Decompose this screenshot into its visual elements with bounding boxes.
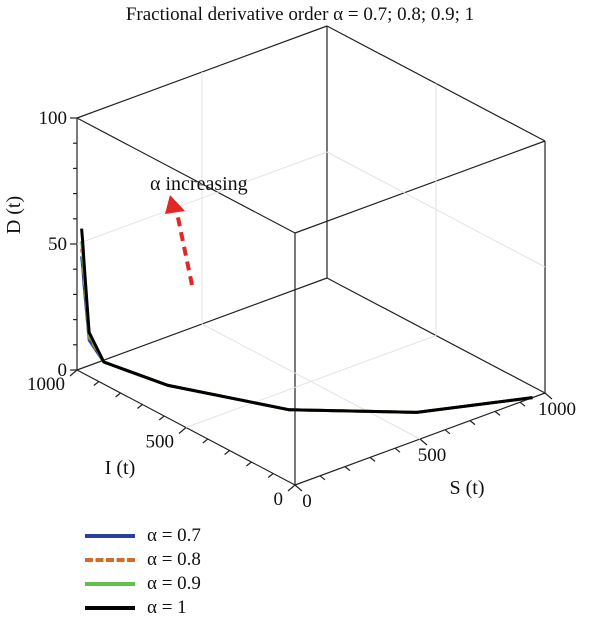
axis-box-edge	[294, 140, 546, 234]
y-minor-tick	[137, 404, 143, 409]
grid-line	[76, 151, 328, 245]
grid-lines	[76, 72, 546, 440]
legend-item: α = 0.9	[85, 572, 201, 596]
y-minor-tick	[224, 450, 230, 455]
x-minor-tick	[369, 456, 376, 462]
y-axis-label: I (t)	[105, 457, 136, 479]
grid-line	[185, 335, 437, 428]
z-axis-label: D (t)	[3, 196, 25, 234]
series-line	[80, 228, 533, 414]
x-tick-label: 1000	[538, 399, 576, 420]
y-tick-label: 1000	[27, 374, 65, 395]
legend-swatch	[85, 582, 135, 586]
x-minor-tick	[344, 466, 351, 472]
legend: α = 0.7 α = 0.8 α = 0.9 α = 1	[85, 524, 201, 620]
x-minor-tick	[494, 410, 501, 416]
x-minor-tick	[519, 401, 526, 407]
x-tick	[419, 438, 428, 446]
x-tick	[544, 392, 553, 400]
z-tick-label: 0	[58, 360, 68, 381]
y-minor-tick	[202, 438, 209, 444]
y-tick-label: 0	[274, 489, 284, 510]
y-minor-tick	[158, 415, 165, 421]
x-minor-tick	[469, 420, 476, 426]
x-tick	[294, 484, 303, 492]
x-tick-label: 500	[418, 445, 447, 466]
y-minor-tick	[246, 461, 252, 467]
z-tick-label: 50	[48, 234, 67, 255]
legend-label: α = 0.8	[147, 549, 201, 570]
x-minor-tick	[394, 447, 401, 453]
legend-swatch	[85, 558, 135, 562]
y-tick	[69, 369, 78, 377]
chart-title: Fractional derivative order α = 0.7; 0.8…	[125, 4, 475, 25]
legend-item: α = 0.8	[85, 548, 201, 572]
legend-label: α = 0.9	[147, 573, 201, 594]
x-axis-label: S (t)	[450, 477, 485, 499]
alpha-increasing-annotation: α increasing	[150, 173, 248, 195]
legend-item: α = 1	[85, 596, 201, 620]
series-lines	[80, 228, 533, 414]
y-minor-tick	[93, 381, 100, 386]
y-tick	[178, 427, 187, 434]
axes-box	[76, 25, 546, 486]
legend-swatch	[85, 606, 135, 610]
legend-item: α = 0.7	[85, 524, 201, 548]
legend-swatch	[85, 534, 135, 538]
series-line	[80, 256, 533, 414]
grid-line	[326, 151, 546, 268]
z-tick-label: 100	[39, 108, 68, 129]
increasing-arrow	[165, 195, 194, 286]
y-tick	[287, 484, 296, 492]
legend-label: α = 1	[147, 597, 187, 618]
y-minor-tick	[267, 473, 274, 478]
series-line	[80, 248, 533, 414]
x-tick-label: 0	[302, 491, 312, 512]
x-minor-tick	[444, 429, 451, 435]
y-minor-tick	[115, 392, 121, 398]
series-line	[80, 241, 533, 414]
x-minor-tick	[319, 475, 326, 481]
legend-label: α = 0.7	[147, 525, 201, 546]
y-tick-label: 500	[146, 432, 175, 453]
axis-box-edge	[76, 117, 296, 234]
